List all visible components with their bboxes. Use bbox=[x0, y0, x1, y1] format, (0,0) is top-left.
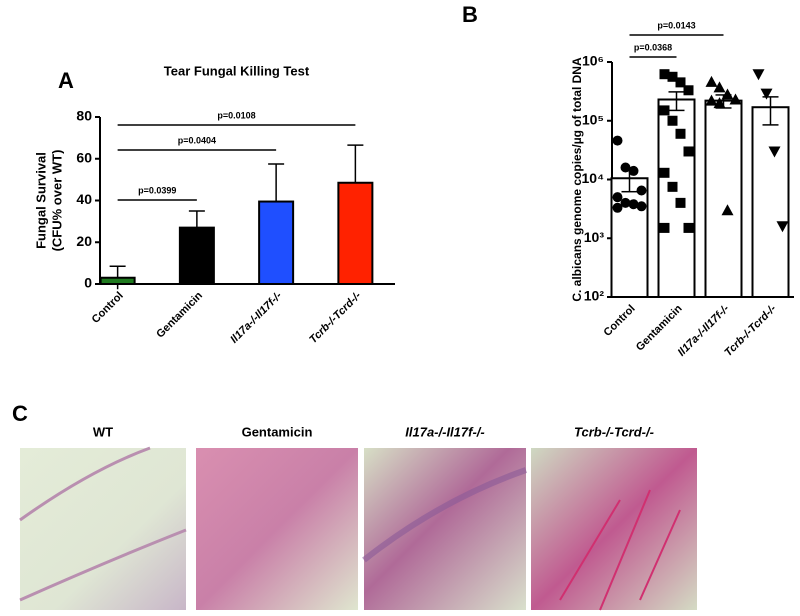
x-tick-label: Control bbox=[602, 303, 638, 339]
image-title: Il17a-/-Il17f-/- bbox=[405, 424, 484, 439]
data-point bbox=[713, 81, 726, 93]
bar bbox=[751, 106, 790, 299]
y-tick-label: 60 bbox=[76, 149, 92, 165]
y-tick-label: 40 bbox=[76, 191, 92, 207]
data-point bbox=[620, 162, 631, 173]
data-point bbox=[721, 204, 734, 216]
data-point bbox=[675, 128, 686, 139]
data-point bbox=[612, 202, 623, 213]
histology-images bbox=[19, 446, 697, 611]
data-point bbox=[752, 69, 765, 81]
y-axis-label: (CFU% over WT) bbox=[49, 150, 64, 252]
panel-label: C bbox=[12, 401, 28, 426]
data-point bbox=[620, 197, 631, 208]
image-title: Tcrb-/-Tcrd-/- bbox=[574, 424, 654, 439]
y-tick-label: 10³ bbox=[584, 229, 605, 245]
data-point bbox=[659, 167, 670, 178]
y-tick-label: 80 bbox=[76, 108, 92, 124]
image bbox=[531, 448, 697, 610]
x-tick-label: Gentamicin bbox=[634, 302, 685, 353]
data-point bbox=[768, 146, 781, 158]
y-axis-label: Fungal Survival bbox=[33, 152, 48, 249]
data-point bbox=[628, 199, 639, 210]
data-point bbox=[659, 105, 670, 116]
data-point bbox=[628, 165, 639, 176]
y-tick-label: 10² bbox=[584, 288, 605, 304]
panel-label: B bbox=[462, 2, 478, 27]
x-tick-label: Il17a-/-Il17f-/- bbox=[228, 289, 284, 345]
p-value: p=0.0108 bbox=[217, 110, 255, 120]
bar bbox=[178, 226, 215, 285]
x-tick-label: Gentamicin bbox=[154, 289, 205, 340]
data-point bbox=[721, 88, 734, 100]
data-point bbox=[659, 69, 670, 80]
y-tick-label: 0 bbox=[84, 275, 92, 291]
data-point bbox=[683, 222, 694, 233]
p-value: p=0.0404 bbox=[178, 135, 216, 145]
image bbox=[196, 448, 358, 610]
chart-title: Tear Fungal Killing Test bbox=[164, 63, 310, 78]
data-point bbox=[667, 181, 678, 192]
y-tick-label: 20 bbox=[76, 233, 92, 249]
y-tick-label: 10⁴ bbox=[582, 170, 605, 186]
data-point bbox=[683, 146, 694, 157]
data-point bbox=[705, 75, 718, 87]
bar bbox=[337, 181, 374, 286]
data-point bbox=[675, 77, 686, 88]
image-title: Gentamicin bbox=[242, 424, 313, 439]
data-point bbox=[659, 222, 670, 233]
image bbox=[364, 448, 526, 610]
data-point bbox=[776, 221, 789, 233]
data-point bbox=[713, 97, 726, 109]
data-point bbox=[667, 115, 678, 126]
bar bbox=[258, 200, 295, 285]
data-point bbox=[636, 201, 647, 212]
data-point bbox=[683, 85, 694, 96]
data-point bbox=[612, 192, 623, 203]
p-value: p=0.0143 bbox=[657, 20, 695, 30]
data-point bbox=[612, 135, 623, 146]
p-value: p=0.0399 bbox=[138, 185, 176, 195]
x-tick-label: Control bbox=[90, 290, 126, 326]
data-point bbox=[705, 94, 718, 106]
y-tick-label: 10⁶ bbox=[582, 53, 604, 69]
data-point bbox=[667, 71, 678, 82]
image bbox=[20, 448, 186, 610]
y-axis-label: C. albicans genome copies/µg of total DN… bbox=[570, 57, 584, 302]
data-point bbox=[675, 197, 686, 208]
bar bbox=[704, 99, 743, 298]
data-point bbox=[729, 93, 742, 105]
image-title: WT bbox=[93, 424, 113, 439]
panel-label: A bbox=[58, 68, 74, 93]
x-tick-label: Tcrb-/-Tcrd-/- bbox=[307, 289, 364, 346]
bar bbox=[99, 276, 136, 285]
y-tick-label: 10⁵ bbox=[582, 111, 604, 127]
data-point bbox=[636, 185, 647, 196]
data-point bbox=[760, 88, 773, 100]
p-value: p=0.0368 bbox=[634, 42, 672, 52]
